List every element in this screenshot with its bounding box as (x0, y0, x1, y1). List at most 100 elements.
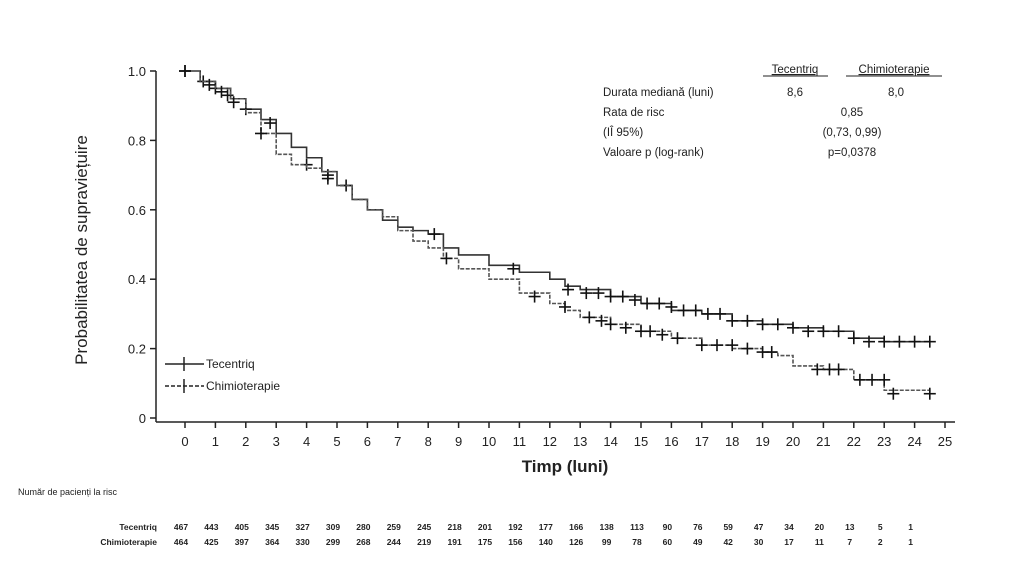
censor-mark (832, 363, 845, 376)
at-risk-value: 405 (235, 522, 249, 532)
at-risk-value: 425 (204, 537, 218, 547)
censor-mark (741, 342, 754, 355)
at-risk-value: 464 (174, 537, 188, 547)
x-tick-label: 23 (877, 434, 891, 449)
y-tick-label: 0.8 (128, 133, 146, 148)
at-risk-value: 138 (600, 522, 614, 532)
stats-table: Tecentriq Chimioterapie Durata mediană (… (603, 64, 942, 159)
at-risk-value: 345 (265, 522, 279, 532)
at-risk-value: 17 (784, 537, 794, 547)
x-tick-label: 7 (394, 434, 401, 449)
censor-mark (817, 325, 830, 338)
y-ticks: 0 0.2 0.4 0.6 0.8 1.0 (128, 64, 156, 426)
censor-mark (528, 290, 541, 303)
at-risk-value: 467 (174, 522, 188, 532)
censor-mark (671, 332, 684, 345)
at-risk-value: 244 (387, 537, 401, 547)
at-risk-value: 309 (326, 522, 340, 532)
censor-mark (440, 252, 453, 265)
at-risk-value: 90 (663, 522, 673, 532)
at-risk-value: 76 (693, 522, 703, 532)
y-tick-label: 1.0 (128, 64, 146, 79)
at-risk-value: 201 (478, 522, 492, 532)
censor-mark (689, 304, 702, 317)
stats-row-hr-value: 0,85 (841, 107, 863, 119)
at-risk-title: Număr de pacienți la risc (18, 487, 118, 497)
at-risk-value: 140 (539, 537, 553, 547)
censor-mark (656, 328, 669, 341)
at-risk-value: 192 (508, 522, 522, 532)
stats-header-chimio: Chimioterapie (859, 64, 930, 76)
legend: Tecentriq Chimioterapie (165, 357, 280, 393)
at-risk-value: 219 (417, 537, 431, 547)
censor-mark (215, 85, 228, 98)
at-risk-value: 166 (569, 522, 583, 532)
x-tick-label: 1 (212, 434, 219, 449)
censor-mark (866, 373, 879, 386)
y-tick-label: 0 (139, 411, 146, 426)
curve-chimioterapie (185, 70, 931, 394)
censor-mark (628, 294, 641, 307)
censor-mark (771, 318, 784, 331)
x-tick-label: 5 (333, 434, 340, 449)
at-risk-value: 42 (723, 537, 733, 547)
censor-mark (695, 339, 708, 352)
censor-mark (853, 373, 866, 386)
censor-mark (221, 89, 234, 102)
x-tick-label: 8 (425, 434, 432, 449)
censor-mark (592, 287, 605, 300)
x-tick-label: 16 (664, 434, 678, 449)
at-risk-value: 20 (815, 522, 825, 532)
at-risk-value: 34 (784, 522, 794, 532)
x-tick-label: 19 (755, 434, 769, 449)
censor-mark (711, 339, 723, 352)
at-risk-value: 1 (908, 537, 913, 547)
x-tick-label: 20 (786, 434, 800, 449)
censor-mark (203, 78, 216, 91)
censor-mark (878, 335, 891, 348)
censor-mark (255, 127, 267, 140)
at-risk-label-chimio: Chimioterapie (100, 537, 157, 547)
censor-mark (847, 332, 860, 345)
x-tick-label: 14 (603, 434, 617, 449)
stats-row-p-label: Valoare p (log-rank) (603, 147, 704, 159)
censor-mark (726, 339, 739, 352)
x-tick-label: 11 (513, 434, 527, 449)
at-risk-value: 49 (693, 537, 703, 547)
x-tick-label: 9 (455, 434, 462, 449)
censor-mark (179, 65, 191, 77)
stats-row-hr-label: Rata de risc (603, 107, 665, 119)
at-risk-value: 177 (539, 522, 553, 532)
x-tick-label: 24 (907, 434, 921, 449)
x-tick-label: 4 (303, 434, 310, 449)
censor-mark (923, 335, 936, 348)
at-risk-value: 327 (296, 522, 310, 532)
at-risk-value: 7 (847, 537, 852, 547)
at-risk-value: 11 (815, 537, 824, 547)
at-risk-value: 330 (296, 537, 310, 547)
at-risk-values: 467 443 405 345 327 309 280 259 245 218 201 192 177 1… (174, 522, 913, 547)
x-ticks: 0 1 2 3 4 5 6 7 8 9 10 11 12 13 14 15 16 17 18 19 20 21 22 23 24… (181, 422, 952, 449)
censor-mark (701, 307, 714, 320)
at-risk-value: 47 (754, 522, 764, 532)
x-tick-label: 15 (634, 434, 648, 449)
x-tick-label: 12 (543, 434, 557, 449)
at-risk-value: 59 (723, 522, 733, 532)
at-risk-value: 397 (235, 537, 249, 547)
at-risk-value: 191 (448, 537, 462, 547)
censor-mark (562, 283, 575, 296)
x-tick-label: 21 (816, 434, 830, 449)
at-risk-value: 78 (632, 537, 642, 547)
at-risk-value: 30 (754, 537, 764, 547)
censor-mark (887, 387, 900, 400)
at-risk-value: 156 (508, 537, 522, 547)
censor-mark (893, 335, 906, 348)
censor-mark (726, 314, 739, 327)
censor-mark (507, 262, 520, 275)
censor-mark (665, 300, 678, 313)
at-risk-value: 1 (908, 522, 913, 532)
at-risk-value: 2 (878, 537, 883, 547)
at-risk-value: 5 (878, 522, 883, 532)
at-risk-value: 364 (265, 537, 279, 547)
